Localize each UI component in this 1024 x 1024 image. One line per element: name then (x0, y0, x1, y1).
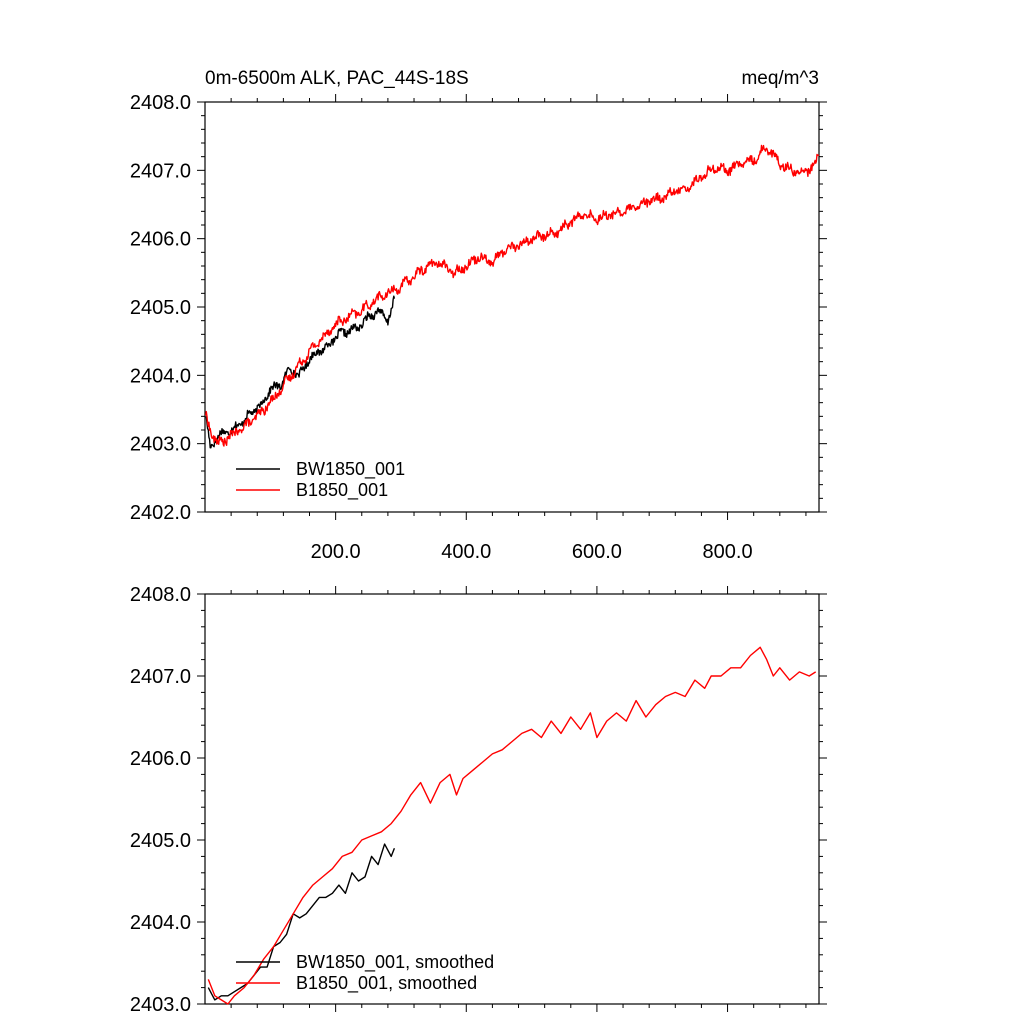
y-tick-label: 2407.0 (130, 160, 191, 182)
plot-frame-top (204, 101, 820, 513)
axes-bottom: 2403.0 2404.0 2405.0 2406.0 2407.0 2408.0 (130, 584, 827, 1016)
chart-panel-bottom: 2403.0 2404.0 2405.0 2406.0 2407.0 2408.0 BW1… (130, 584, 827, 1016)
y-tick-label: 2403.0 (130, 434, 191, 456)
y-tick-label: 2404.0 (130, 365, 191, 387)
series-line-b1850-001 (205, 144, 820, 447)
axes-top: 2402.0 2403.0 2404.0 2405.0 2406.0 2407.0 2408… (130, 92, 827, 563)
series-line-bw1850-001-smoothed (207, 843, 396, 1001)
chart-title: 0m-6500m ALK, PAC_44S-18S (205, 68, 469, 89)
legend-label-b: B1850_001 (296, 480, 388, 501)
x-tick-label: 400.0 (441, 541, 491, 563)
plot-frame-bottom (204, 593, 820, 1005)
x-tick-label: 800.0 (703, 541, 753, 563)
x-tick-label: 600.0 (572, 541, 622, 563)
y-tick-label: 2405.0 (130, 830, 191, 852)
series-lines-bottom (207, 646, 817, 1005)
series-line-bw1850-001 (205, 295, 396, 449)
legend-label-bw: BW1850_001 (296, 459, 405, 480)
legend-label-b-smoothed: B1850_001, smoothed (296, 973, 477, 994)
units-label: meq/m^3 (741, 68, 819, 89)
series-line-b1850-001-smoothed (207, 646, 817, 1005)
legend-top: BW1850_001 B1850_001 (236, 459, 405, 501)
y-tick-label: 2402.0 (130, 502, 191, 524)
y-tick-label: 2408.0 (130, 92, 191, 114)
y-tick-label: 2406.0 (130, 229, 191, 251)
legend-bottom: BW1850_001, smoothed B1850_001, smoothed (236, 952, 494, 994)
chart-panel-top: 0m-6500m ALK, PAC_44S-18S meq/m^3 2402.0… (130, 68, 827, 563)
y-tick-label: 2408.0 (130, 584, 191, 606)
series-lines-top (205, 144, 820, 449)
y-tick-label: 2407.0 (130, 666, 191, 688)
legend-label-bw-smoothed: BW1850_001, smoothed (296, 952, 494, 973)
x-tick-label: 200.0 (311, 541, 361, 563)
y-tick-label: 2403.0 (130, 994, 191, 1016)
y-tick-label: 2404.0 (130, 912, 191, 934)
y-tick-label: 2405.0 (130, 297, 191, 319)
y-tick-label: 2406.0 (130, 748, 191, 770)
